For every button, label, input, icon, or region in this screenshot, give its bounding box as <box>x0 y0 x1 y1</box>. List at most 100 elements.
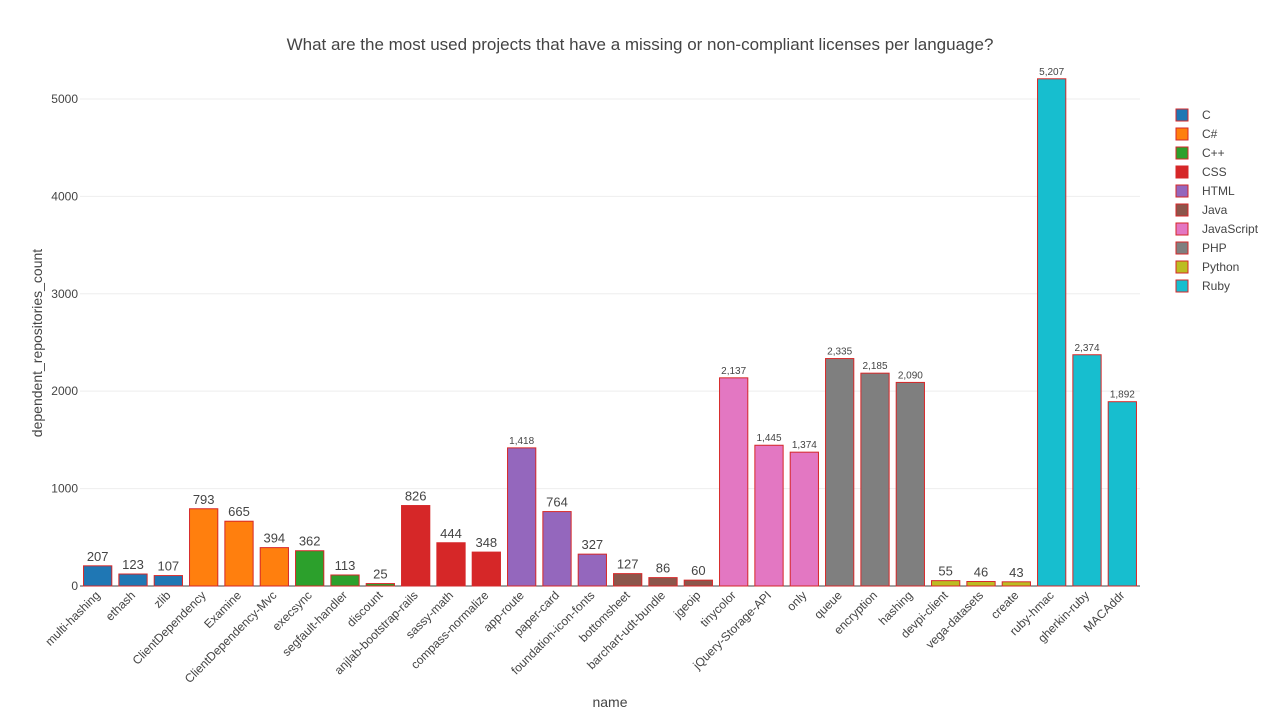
legend-item-CSS[interactable]: CSS <box>1175 165 1227 179</box>
legend-swatch <box>1175 184 1189 198</box>
bar-label-segfault-handler: 113 <box>335 558 356 573</box>
legend-item-Ruby[interactable]: Ruby <box>1175 279 1230 293</box>
bar-barchart-udt-bundle[interactable] <box>648 577 678 587</box>
bar-label-vega-datasets: 46 <box>974 565 988 580</box>
x-tick-label: zlib <box>151 588 174 611</box>
legend-item-JavaScript[interactable]: JavaScript <box>1175 222 1259 236</box>
legend-label: HTML <box>1202 184 1235 198</box>
x-axis-title: name <box>592 694 627 710</box>
bar-sassy-math[interactable] <box>436 542 466 587</box>
bar-label-zlib: 107 <box>157 559 179 574</box>
bar-ClientDependency-Mvc[interactable] <box>259 547 289 587</box>
bars <box>83 78 1137 587</box>
legend-swatch <box>1175 279 1189 293</box>
legend-item-Python[interactable]: Python <box>1175 260 1239 274</box>
bar-ruby-hmac[interactable] <box>1037 78 1067 587</box>
legend-swatch <box>1175 146 1189 160</box>
bar-label-bottomsheet: 127 <box>617 557 639 572</box>
bar-label-foundation-icon-fonts: 327 <box>581 537 603 552</box>
bar-label-compass-normalize: 348 <box>475 535 497 550</box>
bar-paper-card[interactable] <box>542 511 572 587</box>
legend-swatch <box>1175 241 1189 255</box>
bar-hashing[interactable] <box>895 381 925 587</box>
bar-label-ClientDependency: 793 <box>193 492 215 507</box>
bar-zlib[interactable] <box>153 575 183 587</box>
x-tick-label: segfault-handler <box>279 588 350 659</box>
y-tick-label: 5000 <box>51 92 78 106</box>
grid-lines <box>80 98 1140 587</box>
bar-label-paper-card: 764 <box>546 495 568 510</box>
bar-Examine[interactable] <box>224 520 254 587</box>
legend-label: C# <box>1202 127 1218 141</box>
legend-item-C[interactable]: C <box>1175 108 1211 122</box>
y-tick-label: 1000 <box>51 482 78 496</box>
bar-label-Examine: 665 <box>228 504 250 519</box>
legend-label: C <box>1202 108 1211 122</box>
y-tick-label: 0 <box>71 579 78 593</box>
bar-segfault-handler[interactable] <box>330 574 360 587</box>
bar-only[interactable] <box>789 451 819 587</box>
x-tick-label: queue <box>811 588 845 622</box>
chart-title: What are the most used projects that hav… <box>287 35 994 54</box>
legend-label: C++ <box>1202 146 1225 160</box>
x-tick-label: jgeoip <box>670 588 703 621</box>
bar-bottomsheet[interactable] <box>613 573 643 587</box>
bar-queue[interactable] <box>825 358 855 587</box>
bar-discount[interactable] <box>365 583 395 587</box>
bar-label-barchart-udt-bundle: 86 <box>656 561 670 576</box>
x-axis: multi-hashing ethash zlibClientDependencyE… <box>42 588 1127 686</box>
legend-swatch <box>1175 222 1189 236</box>
legend[interactable]: C C# C++ CSS HTML Java JavaScript PHP Python Ruby <box>1175 108 1259 293</box>
bar-devpi-client[interactable] <box>931 580 961 587</box>
bar-label-hashing: 2,090 <box>898 370 923 381</box>
y-tick-label: 4000 <box>51 189 78 203</box>
bar-label-execsync: 362 <box>299 534 321 549</box>
legend-swatch <box>1175 108 1189 122</box>
bar-foundation-icon-fonts[interactable] <box>577 553 607 587</box>
legend-swatch <box>1175 260 1189 274</box>
x-tick-label: multi-hashing <box>42 588 102 648</box>
bar-label-multi-hashing: 207 <box>87 549 109 564</box>
bar-label-devpi-client: 55 <box>938 564 952 579</box>
legend-swatch <box>1175 165 1189 179</box>
x-tick-label: only <box>784 588 809 613</box>
legend-item-C++[interactable]: C++ <box>1175 146 1225 160</box>
bar-encryption[interactable] <box>860 372 890 587</box>
legend-item-HTML[interactable]: HTML <box>1175 184 1235 198</box>
bar-tinycolor[interactable] <box>719 377 749 587</box>
bar-jQuery-Storage-API[interactable] <box>754 444 784 587</box>
bar-label-anjlab-bootstrap-rails: 826 <box>405 489 427 504</box>
bar-multi-hashing[interactable] <box>83 565 113 587</box>
x-tick-label: ethash <box>103 588 138 623</box>
legend-item-Java[interactable]: Java <box>1175 203 1228 217</box>
bar-label-ClientDependency-Mvc: 394 <box>263 531 285 546</box>
legend-swatch <box>1175 127 1189 141</box>
bar-label-only: 1,374 <box>792 440 817 451</box>
legend-item-PHP[interactable]: PHP <box>1175 241 1227 255</box>
bar-anjlab-bootstrap-rails[interactable] <box>401 505 431 587</box>
bar-MACAddr[interactable] <box>1107 401 1137 587</box>
bar-label-jQuery-Storage-API: 1,445 <box>756 433 781 444</box>
legend-item-C#[interactable]: C# <box>1175 127 1218 141</box>
bar-create[interactable] <box>1001 581 1031 587</box>
bar-compass-normalize[interactable] <box>471 551 501 587</box>
y-tick-label: 3000 <box>51 287 78 301</box>
y-axis-title: dependent_repositories_count <box>29 249 45 437</box>
legend-swatch <box>1175 203 1189 217</box>
bar-app-route[interactable] <box>507 447 537 587</box>
bar-ClientDependency[interactable] <box>189 508 219 587</box>
legend-label: Python <box>1202 260 1239 274</box>
bar-label-jgeoip: 60 <box>691 563 705 578</box>
bar-label-tinycolor: 2,137 <box>721 366 746 377</box>
y-axis: 0 1000 2000 3000 4000 5000 <box>51 92 78 593</box>
bar-ethash[interactable] <box>118 573 148 587</box>
bar-jgeoip[interactable] <box>683 579 713 587</box>
bar-execsync[interactable] <box>295 550 325 587</box>
bar-gherkin-ruby[interactable] <box>1072 354 1102 587</box>
legend-label: Java <box>1202 203 1228 217</box>
bar-label-discount: 25 <box>373 567 387 582</box>
x-tick-label: create <box>988 588 1022 622</box>
legend-label: Ruby <box>1202 279 1230 293</box>
bar-vega-datasets[interactable] <box>966 581 996 587</box>
